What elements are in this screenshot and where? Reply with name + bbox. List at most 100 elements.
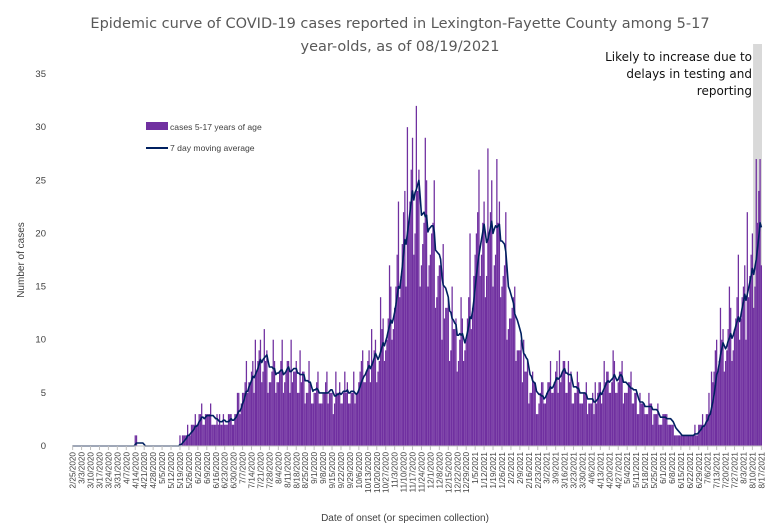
case-bar — [469, 233, 471, 446]
case-bar — [266, 350, 268, 446]
case-bar — [322, 392, 324, 446]
case-bar — [364, 382, 366, 446]
x-tick-label: 6/15/2021 — [677, 452, 686, 489]
case-bar — [235, 414, 237, 446]
case-bar — [441, 339, 443, 446]
case-bar — [409, 201, 411, 446]
case-bar — [740, 318, 742, 446]
case-bar — [239, 414, 241, 446]
case-bar — [204, 414, 207, 446]
case-bar — [369, 382, 371, 446]
case-bar — [413, 254, 415, 446]
case-bar — [579, 403, 581, 446]
case-bar — [620, 371, 622, 446]
case-bar — [440, 265, 442, 446]
case-bar — [624, 392, 626, 446]
case-bar — [690, 435, 692, 446]
x-tick-label: 9/29/2020 — [346, 452, 355, 489]
case-bar — [372, 360, 374, 446]
case-bar — [438, 265, 440, 446]
case-bar — [350, 392, 352, 446]
case-bar — [226, 424, 228, 446]
case-bar — [661, 424, 663, 446]
case-bar — [724, 360, 727, 446]
x-tick-label: 9/15/2020 — [328, 452, 337, 489]
case-bar — [736, 297, 738, 446]
case-bar — [670, 424, 672, 446]
case-bar — [327, 403, 329, 446]
case-bar — [537, 414, 539, 446]
case-bar — [759, 159, 761, 446]
case-bar — [179, 435, 181, 446]
case-bar — [358, 382, 360, 446]
case-bar — [644, 414, 646, 446]
case-bar — [310, 403, 313, 446]
case-bar — [258, 350, 260, 446]
case-bar — [498, 201, 501, 446]
case-bar — [611, 382, 613, 446]
x-tick-label: 3/9/2021 — [552, 452, 561, 484]
case-bar — [287, 360, 290, 446]
x-tick-label: 12/29/2020 — [462, 452, 471, 493]
case-bar — [457, 360, 460, 446]
case-bar — [488, 233, 490, 446]
x-tick-label: 4/28/2020 — [149, 452, 158, 489]
case-bar — [400, 275, 402, 446]
case-bar — [486, 275, 488, 446]
case-bar — [493, 265, 495, 446]
case-bar — [314, 392, 317, 446]
case-bar — [210, 403, 212, 446]
case-bar — [471, 307, 474, 446]
case-bar — [247, 392, 249, 446]
case-bar — [250, 371, 253, 446]
case-bar — [270, 382, 272, 446]
case-bar — [496, 159, 498, 446]
x-tick-label: 11/3/2020 — [391, 452, 400, 488]
case-bar — [325, 382, 327, 446]
case-bar — [227, 414, 230, 446]
x-tick-label: 12/15/2020 — [444, 452, 453, 493]
case-bar — [316, 382, 318, 446]
case-bar — [548, 382, 550, 446]
x-tick-label: 11/10/2020 — [400, 452, 409, 493]
chart-title-line-2: year-olds, as of 08/19/2021 — [300, 39, 499, 55]
case-bar — [465, 339, 467, 446]
case-bar — [569, 382, 571, 446]
case-bar — [475, 233, 478, 446]
case-bar — [595, 403, 598, 446]
case-bar — [234, 414, 236, 446]
case-bar — [562, 360, 564, 446]
case-bar — [378, 360, 380, 446]
x-tick-label: 8/25/2020 — [301, 452, 310, 489]
case-bar — [340, 403, 342, 446]
case-bar — [248, 382, 250, 446]
case-bar — [443, 318, 446, 446]
y-tick-label: 15 — [35, 282, 46, 293]
case-bar — [746, 212, 748, 446]
case-bar — [749, 275, 751, 446]
case-bar — [509, 318, 511, 446]
x-tick-label: 6/9/2020 — [203, 452, 212, 484]
case-bar — [345, 392, 347, 446]
case-bar — [730, 307, 732, 446]
x-tick-label: 7/6/2021 — [704, 452, 713, 484]
case-bar — [425, 180, 428, 447]
case-bar — [373, 350, 375, 446]
case-bar — [249, 382, 251, 446]
case-bar — [538, 403, 540, 446]
case-bar — [758, 190, 760, 446]
x-tick-label: 7/7/2020 — [239, 452, 248, 484]
case-bar — [519, 350, 521, 446]
case-bar — [686, 435, 688, 446]
case-bar — [414, 233, 416, 446]
x-tick-label: 6/23/2020 — [221, 452, 230, 489]
case-bar — [648, 392, 650, 446]
case-bar — [607, 371, 609, 446]
case-bar — [523, 339, 525, 446]
case-bar — [751, 233, 754, 446]
case-bar — [615, 392, 617, 446]
case-bar — [693, 435, 695, 446]
case-bar — [199, 414, 202, 446]
case-bar — [388, 265, 391, 446]
case-bar — [323, 392, 325, 446]
